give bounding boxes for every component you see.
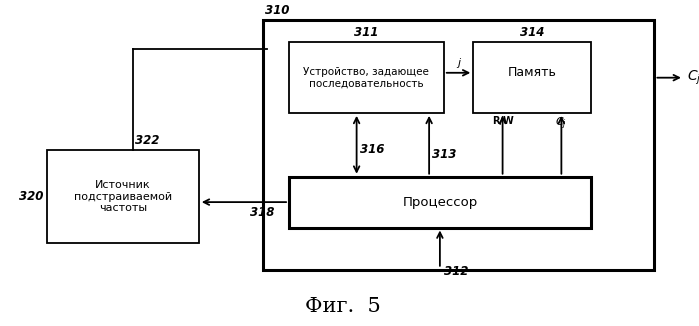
Bar bbox=[289, 177, 591, 228]
Text: Источник
подстраиваемой
частоты: Источник подстраиваемой частоты bbox=[74, 180, 172, 213]
Text: $C_j$: $C_j$ bbox=[556, 116, 568, 132]
Bar bbox=[473, 42, 591, 113]
Text: Процессор: Процессор bbox=[402, 196, 477, 209]
Text: $C_j$: $C_j$ bbox=[687, 68, 699, 87]
Text: 312: 312 bbox=[444, 265, 468, 278]
Text: 313: 313 bbox=[432, 148, 456, 161]
Bar bbox=[289, 42, 444, 113]
Text: Фиг.  5: Фиг. 5 bbox=[305, 297, 380, 317]
Bar bbox=[47, 150, 199, 243]
Text: 314: 314 bbox=[520, 26, 544, 39]
Text: j: j bbox=[457, 58, 460, 68]
Text: R/W: R/W bbox=[491, 116, 514, 126]
Text: 311: 311 bbox=[354, 26, 379, 39]
Text: Устройство, задающее
последовательность: Устройство, задающее последовательность bbox=[303, 67, 429, 88]
Text: 322: 322 bbox=[135, 134, 159, 147]
Text: Память: Память bbox=[507, 66, 556, 79]
Text: 316: 316 bbox=[359, 143, 384, 156]
Bar bbox=[263, 20, 654, 270]
Text: 320: 320 bbox=[19, 190, 43, 203]
Text: 318: 318 bbox=[250, 206, 274, 219]
Text: 310: 310 bbox=[264, 4, 289, 17]
